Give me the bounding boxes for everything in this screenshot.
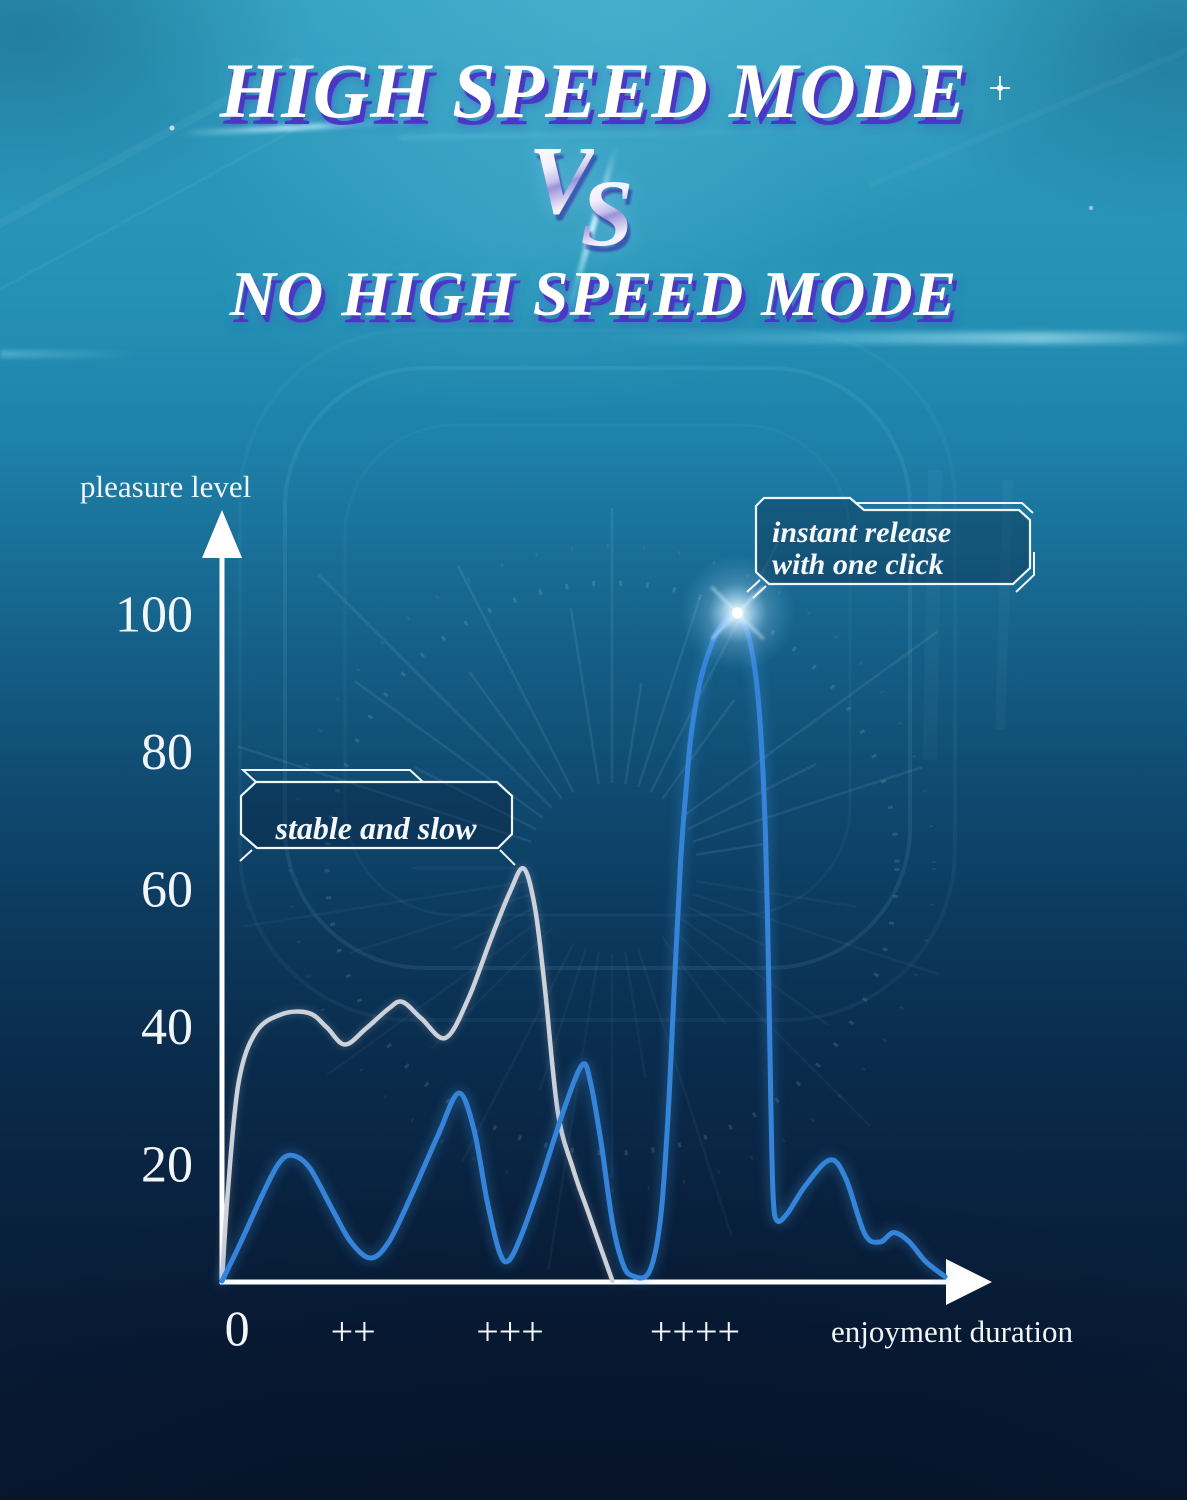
vs-emblem: V S bbox=[528, 118, 659, 330]
curve-no-high-speed-mode bbox=[219, 865, 615, 1284]
background-ray bbox=[637, 948, 733, 1236]
background-ray bbox=[692, 766, 923, 843]
title-no-high-speed: NO HIGH SPEED MODE bbox=[229, 258, 958, 329]
curves bbox=[219, 610, 948, 1284]
background-ray bbox=[460, 943, 575, 1164]
annotation-stable: stable and slow bbox=[239, 769, 516, 866]
background-ray bbox=[538, 948, 587, 1091]
annotation-instant-echo-top bbox=[856, 502, 1034, 514]
peak-flare-star bbox=[679, 553, 796, 671]
background-ray bbox=[680, 916, 830, 1027]
background-ray bbox=[547, 951, 600, 1271]
vs-letter-s: S bbox=[580, 160, 634, 266]
annotation-stable-accent bbox=[240, 769, 426, 783]
background-ray bbox=[660, 936, 726, 1025]
y-tick-label: 40 bbox=[141, 999, 193, 1056]
annotation-instant-dashes bbox=[746, 579, 767, 599]
annotation-instant: instant release with one click bbox=[746, 496, 1035, 599]
annotation-stable-frame bbox=[239, 780, 514, 850]
background-ray bbox=[687, 762, 817, 831]
x-tick-label: 0 bbox=[225, 1300, 250, 1356]
background-ray bbox=[243, 880, 529, 928]
title-high-speed: HIGH SPEED MODE bbox=[219, 47, 968, 134]
background-ray bbox=[569, 608, 600, 785]
background-ray bbox=[468, 671, 564, 800]
background-ray bbox=[692, 893, 940, 976]
background-ray bbox=[624, 951, 647, 1079]
y-tick-label: 60 bbox=[141, 862, 193, 919]
y-axis-title: pleasure level bbox=[80, 469, 251, 504]
y-axis-arrow bbox=[202, 510, 242, 558]
sparkle-dots bbox=[169, 76, 1094, 211]
x-tick-label: ++ bbox=[331, 1309, 376, 1354]
x-axis-arrow bbox=[946, 1259, 992, 1305]
x-tick-label: ++++ bbox=[650, 1309, 740, 1354]
background-ray bbox=[680, 630, 938, 820]
annotation-instant-echo-corner bbox=[1015, 552, 1035, 593]
vs-letter-v: V bbox=[528, 127, 594, 235]
panel-seam-lines bbox=[0, 47, 1187, 291]
background-ray bbox=[326, 916, 544, 1076]
y-tick-label: 20 bbox=[141, 1137, 193, 1194]
axes bbox=[202, 510, 992, 1305]
background-ray bbox=[414, 766, 537, 831]
y-tick-labels: 100 80 60 40 20 bbox=[115, 587, 193, 1194]
background-ray bbox=[660, 698, 736, 800]
background-ray bbox=[349, 893, 532, 955]
annotation-instant-frame bbox=[754, 496, 1032, 586]
annotation-stable-tail bbox=[239, 849, 516, 866]
background-ray bbox=[317, 573, 553, 809]
x-tick-labels: 0 ++ +++ ++++ bbox=[225, 1300, 740, 1356]
annotation-instant-line2: with one click bbox=[772, 548, 944, 581]
y-tick-label: 80 bbox=[141, 724, 193, 781]
background-ray bbox=[687, 905, 765, 947]
y-tick-label: 100 bbox=[115, 587, 193, 644]
x-tick-label: +++ bbox=[476, 1309, 544, 1354]
background-ray bbox=[236, 745, 532, 843]
tunnel-rings bbox=[238, 328, 957, 1022]
annotation-stable-label: stable and slow bbox=[275, 810, 478, 846]
annotation-instant-line1: instant release bbox=[772, 516, 951, 549]
background-ray bbox=[695, 880, 857, 908]
dotted-rings bbox=[288, 544, 936, 1192]
curve-high-speed-mode bbox=[219, 610, 948, 1284]
background-ray bbox=[624, 683, 643, 785]
x-axis-title: enjoyment duration bbox=[831, 1314, 1073, 1349]
background-ray bbox=[456, 565, 575, 793]
background-ray bbox=[695, 842, 764, 856]
